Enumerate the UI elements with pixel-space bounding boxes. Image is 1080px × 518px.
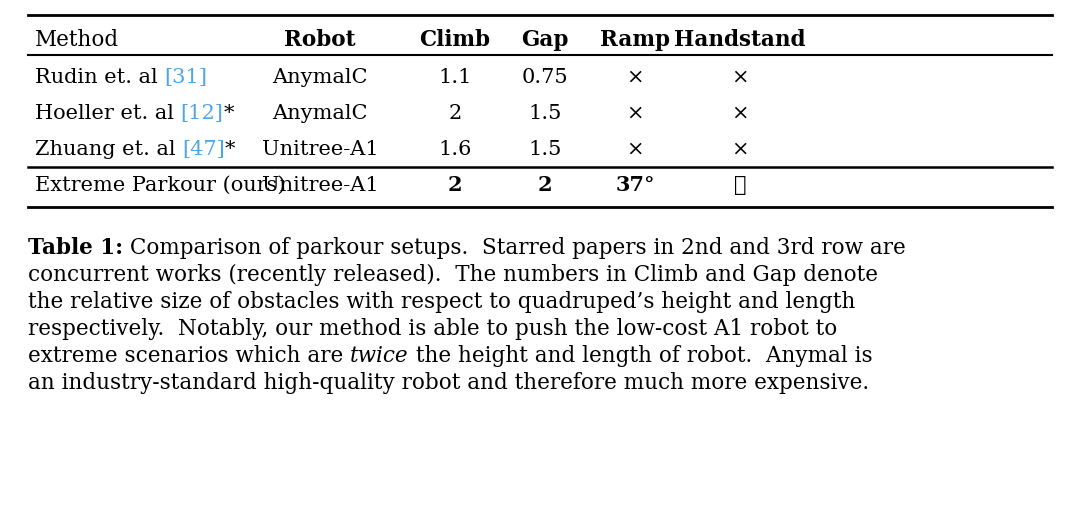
Text: ×: ×	[731, 140, 748, 159]
Text: 2: 2	[538, 175, 552, 195]
Text: AnymalC: AnymalC	[272, 104, 368, 123]
Text: Table 1:: Table 1:	[28, 237, 123, 259]
Text: Hoeller et. al: Hoeller et. al	[35, 104, 180, 123]
Text: ✓: ✓	[733, 175, 746, 195]
Text: Rudin et. al: Rudin et. al	[35, 68, 164, 87]
Text: concurrent works (recently released).  The numbers in Climb and Gap denote: concurrent works (recently released). Th…	[28, 264, 878, 286]
Text: 1.5: 1.5	[528, 104, 562, 123]
Text: ×: ×	[731, 68, 748, 87]
Text: *: *	[224, 104, 234, 123]
Text: ×: ×	[626, 140, 644, 159]
Text: ×: ×	[731, 104, 748, 123]
Text: ×: ×	[626, 104, 644, 123]
Text: [31]: [31]	[164, 68, 207, 87]
Text: an industry-standard high-quality robot and therefore much more expensive.: an industry-standard high-quality robot …	[28, 372, 869, 394]
Text: AnymalC: AnymalC	[272, 68, 368, 87]
Text: *: *	[225, 140, 235, 159]
Text: Robot: Robot	[284, 29, 355, 51]
Text: respectively.  Notably, our method is able to push the low-cost A1 robot to: respectively. Notably, our method is abl…	[28, 318, 837, 340]
Text: [47]: [47]	[183, 140, 225, 159]
Text: [12]: [12]	[180, 104, 224, 123]
Text: twice: twice	[350, 345, 408, 367]
Text: 0.75: 0.75	[522, 68, 568, 87]
Text: 2: 2	[448, 104, 461, 123]
Text: Unitree-A1: Unitree-A1	[261, 140, 378, 159]
Text: the height and length of robot.  Anymal is: the height and length of robot. Anymal i…	[408, 345, 873, 367]
Text: extreme scenarios which are: extreme scenarios which are	[28, 345, 350, 367]
Text: Extreme Parkour (ours): Extreme Parkour (ours)	[35, 176, 285, 195]
Text: Comparison of parkour setups.  Starred papers in 2nd and 3rd row are: Comparison of parkour setups. Starred pa…	[123, 237, 906, 259]
Text: Handstand: Handstand	[674, 29, 806, 51]
Text: 37°: 37°	[616, 175, 654, 195]
Text: 1.1: 1.1	[438, 68, 472, 87]
Text: Zhuang et. al: Zhuang et. al	[35, 140, 183, 159]
Text: Climb: Climb	[419, 29, 490, 51]
Text: 1.6: 1.6	[438, 140, 472, 159]
Text: 1.5: 1.5	[528, 140, 562, 159]
Text: Gap: Gap	[522, 29, 569, 51]
Text: ×: ×	[626, 68, 644, 87]
Text: Ramp: Ramp	[600, 29, 670, 51]
Text: 2: 2	[448, 175, 462, 195]
Text: Method: Method	[35, 29, 119, 51]
Text: the relative size of obstacles with respect to quadruped’s height and length: the relative size of obstacles with resp…	[28, 291, 855, 313]
Text: Unitree-A1: Unitree-A1	[261, 176, 378, 195]
